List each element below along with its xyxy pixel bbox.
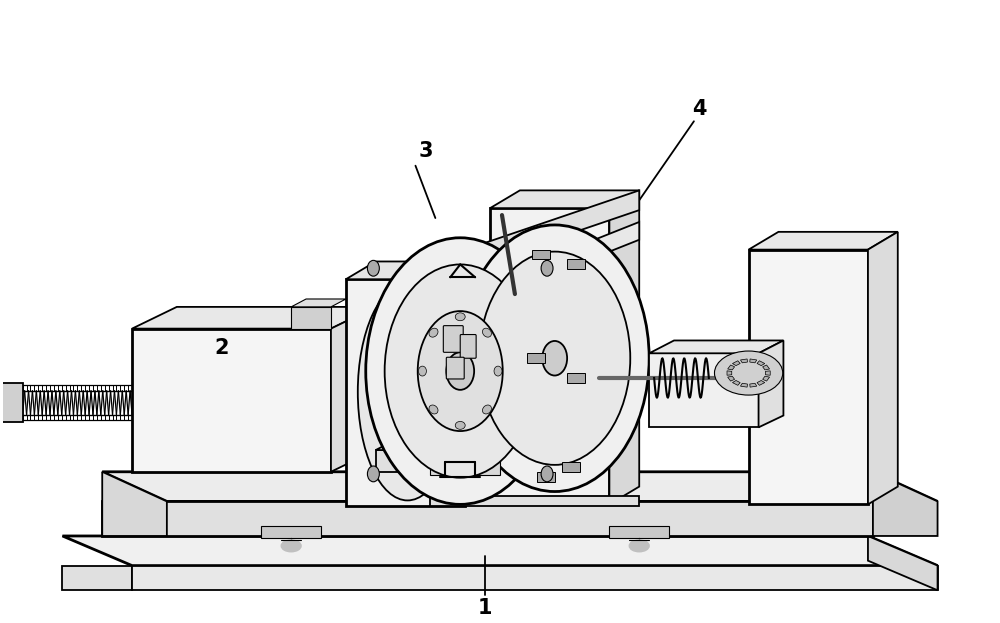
FancyBboxPatch shape [443,326,463,353]
Polygon shape [868,536,938,590]
Ellipse shape [495,240,604,477]
Polygon shape [102,472,938,502]
Ellipse shape [429,328,438,337]
Ellipse shape [418,366,426,376]
Polygon shape [346,279,465,506]
Bar [527,353,545,363]
Ellipse shape [541,466,553,482]
Polygon shape [132,566,938,590]
Polygon shape [750,383,757,387]
Ellipse shape [482,405,491,414]
Ellipse shape [541,260,553,276]
Text: 3: 3 [418,141,433,161]
Polygon shape [649,353,759,427]
Ellipse shape [446,353,474,390]
Polygon shape [727,371,732,375]
Polygon shape [376,450,500,472]
Polygon shape [732,381,740,386]
Polygon shape [649,340,783,353]
Polygon shape [759,340,783,427]
Polygon shape [749,232,898,250]
Polygon shape [740,383,747,387]
Ellipse shape [385,264,536,478]
Polygon shape [291,299,346,307]
Ellipse shape [460,225,649,492]
FancyBboxPatch shape [446,357,464,379]
Bar [562,462,580,472]
Text: 1: 1 [478,598,492,618]
Polygon shape [132,307,376,328]
Polygon shape [331,307,376,472]
Bar [537,472,555,482]
Ellipse shape [714,351,783,395]
Ellipse shape [366,238,555,505]
Polygon shape [430,191,639,281]
Ellipse shape [629,540,649,552]
Ellipse shape [367,260,379,276]
Polygon shape [62,536,938,566]
Polygon shape [102,502,873,536]
Polygon shape [763,365,770,370]
Ellipse shape [479,252,630,465]
Ellipse shape [418,311,503,431]
Polygon shape [430,447,515,455]
Ellipse shape [455,313,465,321]
Polygon shape [757,361,765,366]
Ellipse shape [429,405,438,414]
Polygon shape [132,328,331,472]
Polygon shape [728,376,735,381]
Polygon shape [346,262,495,279]
Ellipse shape [542,341,567,376]
Polygon shape [609,526,669,538]
Polygon shape [873,472,938,536]
Polygon shape [0,383,23,422]
Ellipse shape [494,366,502,376]
Polygon shape [750,359,757,363]
Polygon shape [765,371,770,375]
Polygon shape [261,526,321,538]
Polygon shape [490,191,639,208]
Polygon shape [430,455,500,475]
Polygon shape [465,262,495,506]
Polygon shape [732,361,740,366]
Polygon shape [728,365,735,370]
Polygon shape [490,208,609,505]
Bar [532,250,550,260]
Ellipse shape [358,283,457,500]
Ellipse shape [367,466,379,482]
Polygon shape [757,381,765,386]
FancyBboxPatch shape [460,335,476,358]
Polygon shape [763,376,770,381]
Polygon shape [102,472,167,536]
Text: 4: 4 [692,100,706,120]
Ellipse shape [455,421,465,429]
Polygon shape [740,359,747,363]
Ellipse shape [482,328,491,337]
Polygon shape [465,222,639,309]
Text: 2: 2 [214,338,229,358]
Polygon shape [291,307,331,328]
Bar [567,260,585,269]
Polygon shape [430,497,639,506]
Polygon shape [749,250,868,505]
Polygon shape [62,566,132,590]
Polygon shape [376,437,525,450]
Ellipse shape [281,540,301,552]
Bar [567,373,585,383]
Polygon shape [868,232,898,505]
Polygon shape [609,191,639,505]
